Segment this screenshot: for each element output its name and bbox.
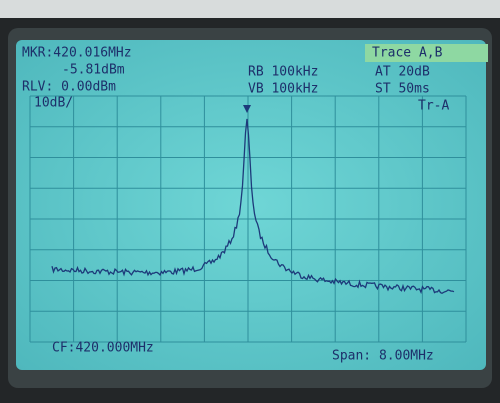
- trace-mode-box: [365, 44, 488, 62]
- sweep-time: ST 50ms: [375, 82, 430, 97]
- screen: [16, 40, 486, 370]
- scale: 10dB/: [34, 96, 73, 111]
- attenuation: AT 20dB: [375, 65, 430, 80]
- spectrum-trace: [51, 118, 455, 295]
- trace-label: Tr-A: [418, 99, 449, 114]
- center-freq: CF:420.000MHz: [52, 341, 154, 356]
- case-top: [0, 0, 500, 18]
- span: Span: 8.00MHz: [332, 349, 434, 364]
- vbw: VB 100kHz: [248, 82, 318, 97]
- rbw: RB 100kHz: [248, 65, 318, 80]
- graticule: [29, 95, 467, 343]
- marker-freq: MKR:420.016MHz: [22, 46, 132, 61]
- ref-level: RLV: 0.00dBm: [22, 80, 116, 95]
- marker: [243, 105, 251, 113]
- trace-mode: Trace A,B: [372, 46, 443, 61]
- marker-level: -5.81dBm: [62, 63, 125, 78]
